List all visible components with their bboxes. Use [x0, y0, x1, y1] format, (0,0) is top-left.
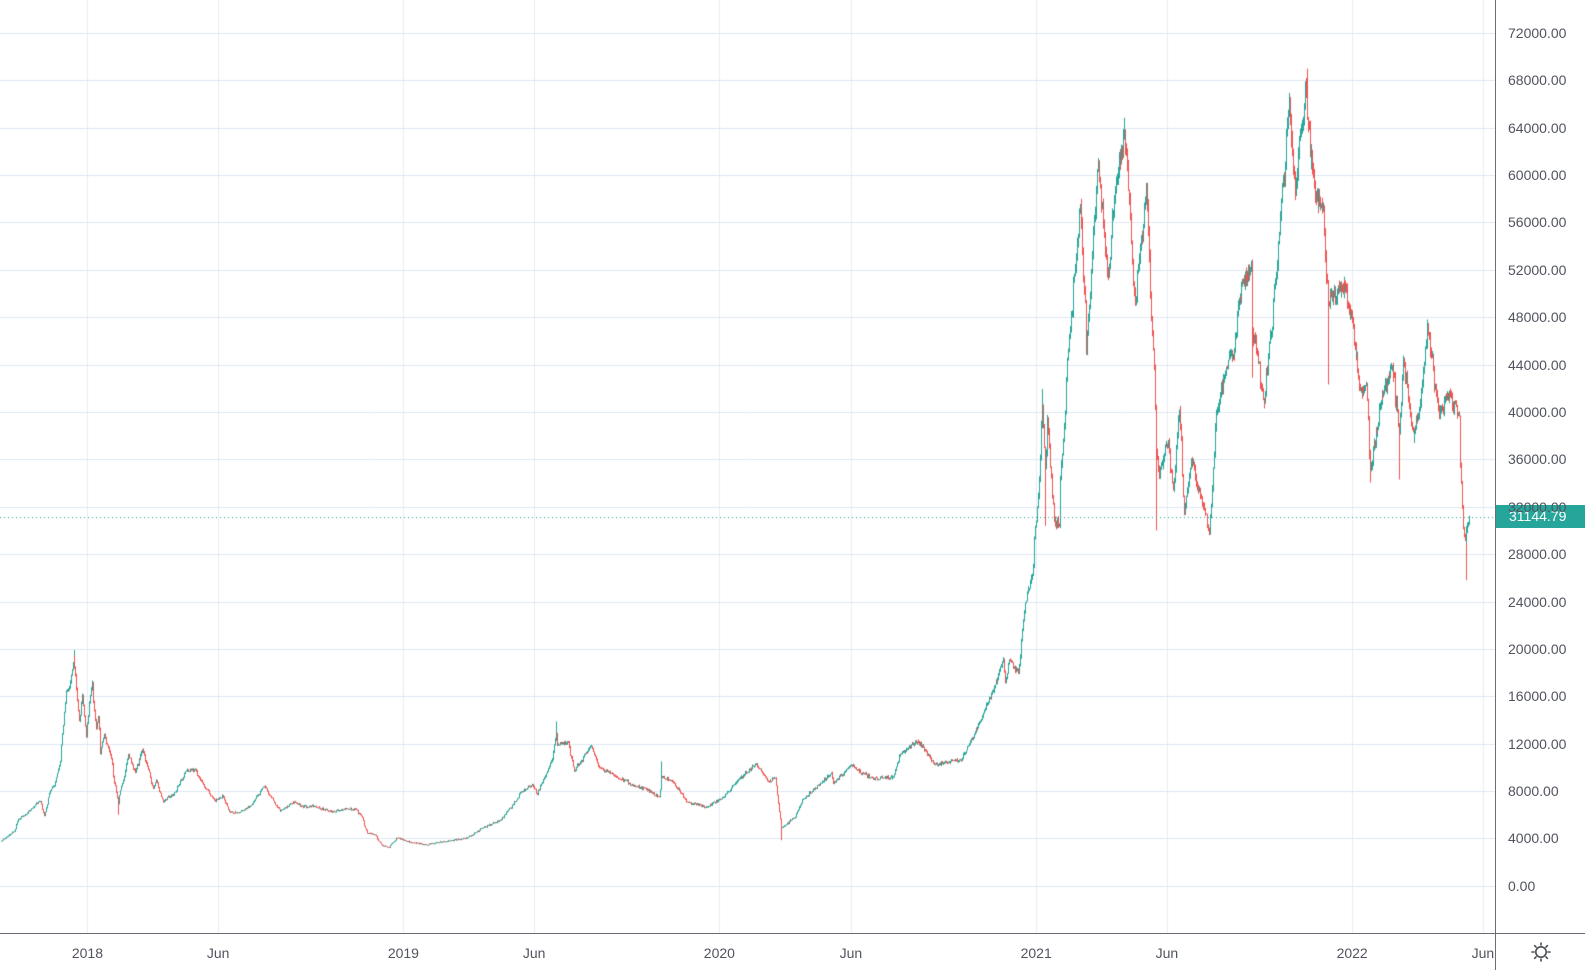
time-tick-label: Jun [839, 945, 863, 961]
last-price-value: 31144.79 [1509, 508, 1567, 525]
time-tick-label: 2022 [1336, 945, 1368, 961]
price-tick-label: 56000.00 [1508, 214, 1567, 231]
price-tick-label: 36000.00 [1508, 451, 1567, 468]
time-tick-label: 2020 [703, 945, 735, 961]
time-axis-settings-button[interactable] [1495, 933, 1585, 970]
time-tick-label: 2018 [71, 945, 103, 961]
price-tick-label: 72000.00 [1508, 24, 1567, 41]
last-price-label: 31144.79 [1496, 505, 1585, 529]
time-tick-label: 2019 [387, 945, 419, 961]
time-tick-label: 2021 [1020, 945, 1052, 961]
price-tick-label: 4000.00 [1508, 830, 1559, 847]
price-tick-label: 60000.00 [1508, 167, 1567, 184]
price-tick-label: 32000.00 [1508, 498, 1567, 515]
price-tick-label: 8000.00 [1508, 783, 1559, 800]
time-tick-label: Jun [1155, 945, 1179, 961]
price-tick-label: 12000.00 [1508, 735, 1567, 752]
price-tick-label: 40000.00 [1508, 404, 1567, 420]
price-tick-label: 44000.00 [1508, 356, 1567, 373]
time-tick-label: Jun [522, 945, 546, 961]
price-tick-label: 16000.00 [1508, 688, 1567, 705]
time-tick-label: Jun [206, 945, 230, 961]
price-tick-label: 48000.00 [1508, 309, 1567, 326]
settings-icon [1530, 942, 1551, 962]
price-tick-label: 0.00 [1508, 877, 1536, 894]
price-tick-label: 28000.00 [1508, 546, 1567, 563]
price-tick-label: 24000.00 [1508, 593, 1567, 610]
price-tick-label: 52000.00 [1508, 261, 1567, 278]
price-axis[interactable]: 31144.79 72000.00 68000.00 64000.00 60000.0… [1495, 0, 1585, 933]
price-tick-label: 68000.00 [1508, 72, 1567, 89]
price-plot-canvas[interactable] [0, 0, 1495, 933]
time-axis[interactable]: 2018 Jun 2019 Jun 2020 Jun 2021 Jun 2022 Jun [0, 933, 1495, 970]
price-tick-label: 64000.00 [1508, 119, 1567, 136]
time-tick-label: Jun [1471, 945, 1495, 961]
price-tick-label: 20000.00 [1508, 640, 1567, 657]
